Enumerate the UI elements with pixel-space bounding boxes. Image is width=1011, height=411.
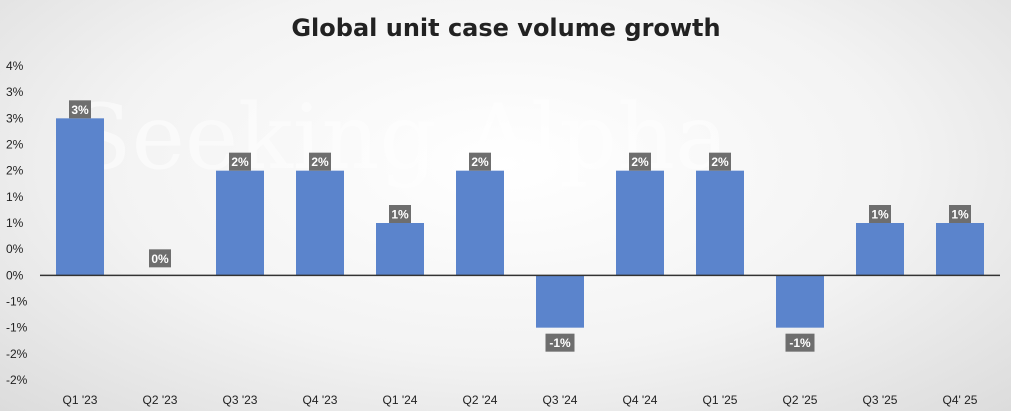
x-tick-label: Q2 '23 <box>143 393 178 407</box>
data-label-text: 3% <box>71 103 89 117</box>
data-label-box <box>545 333 575 352</box>
chart-title: Global unit case volume growth <box>291 14 720 42</box>
y-tick-label: 2% <box>6 164 24 178</box>
data-label: 3% <box>69 100 91 119</box>
data-label: 1% <box>389 205 411 223</box>
y-tick-label: 0% <box>6 268 24 282</box>
data-label-text: -1% <box>789 336 811 350</box>
data-label: 2% <box>629 152 651 171</box>
data-label: 1% <box>869 205 891 223</box>
y-tick-label: 0% <box>6 242 24 256</box>
x-tick-label: Q1 '24 <box>383 393 418 407</box>
data-label: 2% <box>469 152 491 171</box>
x-tick-label: Q4 '24 <box>623 393 658 407</box>
bar <box>936 223 984 276</box>
data-label-box <box>229 152 251 171</box>
x-tick-label: Q4 '23 <box>303 393 338 407</box>
x-tick-label: Q1 '25 <box>703 393 738 407</box>
data-label: 2% <box>229 152 251 171</box>
data-label: 2% <box>709 152 731 171</box>
data-label-box <box>469 152 491 171</box>
y-tick-label: 3% <box>6 111 24 125</box>
data-label-text: -1% <box>549 336 571 350</box>
bar <box>376 223 424 276</box>
data-label-box <box>869 205 891 223</box>
data-labels: 3% 0% 2% 2% 1% 2% -1% 2% 2% -1% 1% 1% <box>69 100 971 352</box>
y-tick-label: 1% <box>6 216 24 230</box>
y-tick-label: 1% <box>6 190 24 204</box>
y-tick-label: -2% <box>6 347 28 361</box>
y-tick-label: -1% <box>6 295 28 309</box>
bar <box>456 170 504 276</box>
x-tick-label: Q2 '24 <box>463 393 498 407</box>
data-label-text: 2% <box>311 155 329 169</box>
data-label-box <box>709 152 731 171</box>
data-label-text: 2% <box>631 155 649 169</box>
bar <box>296 170 344 276</box>
y-tick-label: 4% <box>6 59 24 73</box>
bar <box>536 275 584 328</box>
y-tick-label: 3% <box>6 85 24 99</box>
data-label: 2% <box>309 152 331 171</box>
bar <box>216 170 264 276</box>
data-label-text: 0% <box>151 252 169 266</box>
data-label-text: 1% <box>951 208 969 222</box>
y-tick-label: -2% <box>6 373 28 387</box>
data-label-box <box>149 249 171 268</box>
bars <box>56 118 984 328</box>
data-label-box <box>69 100 91 119</box>
data-label-text: 1% <box>871 208 889 222</box>
x-tick-label: Q3 '25 <box>863 393 898 407</box>
data-label: -1% <box>545 333 575 352</box>
bar <box>776 275 824 328</box>
data-label: 1% <box>949 205 971 223</box>
x-axis: Q1 '23 Q2 '23 Q3 '23 Q4 '23 Q1 '24 Q2 '24 Q3 '… <box>63 393 978 407</box>
data-label-text: 2% <box>231 155 249 169</box>
y-axis: 4% 3% 3% 2% 2% 1% 1% 0% 0% -1% -1% -2% -2% <box>6 59 28 387</box>
x-tick-label: Q3 '24 <box>543 393 578 407</box>
y-tick-label: 2% <box>6 138 24 152</box>
data-label-box <box>949 205 971 223</box>
y-tick-label: -1% <box>6 321 28 335</box>
bar <box>56 118 104 276</box>
x-tick-label: Q3 '23 <box>223 393 258 407</box>
x-tick-label: Q1 '23 <box>63 393 98 407</box>
data-label-box <box>309 152 331 171</box>
data-label: -1% <box>785 333 815 352</box>
data-label-text: 1% <box>391 208 409 222</box>
data-label-box <box>785 333 815 352</box>
data-label: 0% <box>149 249 171 268</box>
data-label-box <box>389 205 411 223</box>
data-label-text: 2% <box>471 155 489 169</box>
x-tick-label: Q4' 25 <box>943 393 978 407</box>
data-label-box <box>629 152 651 171</box>
bar <box>696 170 744 276</box>
bar <box>856 223 904 276</box>
data-label-text: 2% <box>711 155 729 169</box>
x-tick-label: Q2 '25 <box>783 393 818 407</box>
bar <box>616 170 664 276</box>
